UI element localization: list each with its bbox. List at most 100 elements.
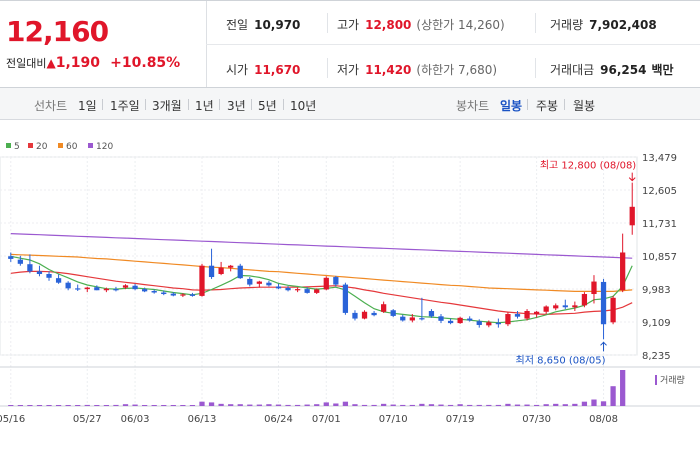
volume-bar: [314, 404, 320, 406]
candle-body: [428, 311, 435, 317]
candle-body: [237, 265, 243, 279]
ma120-line: [10, 233, 633, 259]
volume-bar: [27, 405, 33, 406]
candle-body: [371, 312, 377, 316]
amount-unit: 백만: [651, 63, 674, 77]
change-amount: 1,190: [55, 55, 101, 71]
candle-body: [170, 293, 176, 296]
prev-close-value: 10,970: [254, 18, 301, 32]
candle-body: [514, 314, 521, 317]
candle-body: [553, 305, 559, 309]
candle-body: [629, 206, 635, 226]
divider: [219, 99, 220, 110]
line-chart-label: 선차트: [34, 99, 68, 113]
y-tick-label: 12,605: [642, 186, 677, 197]
candle-body: [151, 291, 157, 293]
volume-bar: [514, 404, 521, 406]
ma60-line: [10, 253, 633, 292]
amount-label: 거래대금: [550, 63, 595, 77]
lower-limit: (하한가 7,680): [416, 63, 498, 77]
volume-legend-label: 거래량: [660, 374, 685, 386]
y-tick-label: 10,857: [642, 252, 677, 263]
candle-body: [218, 267, 224, 275]
y-tick-label: 13,479: [642, 153, 677, 164]
candle-body: [266, 282, 272, 286]
divider: [535, 58, 536, 78]
ma20-line: [10, 270, 633, 316]
volume-bar: [141, 405, 148, 406]
legend-swatch-20: [28, 143, 33, 148]
x-tick-label: 06/13: [188, 414, 217, 425]
candle-body: [103, 288, 110, 291]
volume-bar: [103, 405, 110, 406]
high-arrow-icon: [628, 172, 636, 182]
volume-bar: [323, 402, 329, 406]
volume-bar: [581, 401, 588, 406]
day-low: 저가 11,420 (하한가 7,680): [337, 61, 497, 78]
candle-body: [381, 304, 387, 312]
divider: [188, 99, 189, 110]
volume-value: 7,902,408: [589, 18, 657, 32]
volume-bar: [8, 405, 14, 406]
candle-body: [505, 314, 511, 325]
volume-stat: 거래량 7,902,408: [550, 16, 657, 33]
candle-body: [294, 289, 301, 291]
candle-body: [591, 281, 597, 295]
candle-body: [228, 265, 234, 268]
candle-body: [94, 287, 100, 291]
candle-body: [189, 294, 196, 296]
divider: [251, 99, 252, 110]
tab-monthly[interactable]: 월봉: [573, 99, 596, 113]
candle-body: [46, 274, 52, 278]
tab-1w[interactable]: 1주일: [110, 99, 140, 113]
candlestick-chart: 5 20 60 120 13,479 12,605 11,731 10,857 9,983 9,1…: [0, 142, 700, 425]
x-tick-label: 06/03: [121, 414, 150, 425]
candle-chart-label: 봉차트: [456, 99, 490, 113]
tab-1d[interactable]: 1일: [78, 99, 97, 113]
price-change: 전일대비▲1,190 +10.85%: [6, 55, 180, 71]
tab-3y[interactable]: 3년: [227, 99, 246, 113]
volume-bar: [218, 403, 224, 406]
candle-body: [285, 287, 291, 291]
tab-3m[interactable]: 3개월: [152, 99, 182, 113]
candle-body: [141, 289, 148, 292]
candle-body: [55, 278, 62, 283]
candle-body: [333, 277, 339, 285]
volume-bar: [65, 405, 71, 406]
volume-bar: [447, 404, 454, 406]
volume-bar: [228, 404, 234, 406]
tab-10y[interactable]: 10년: [290, 99, 317, 113]
day-high: 고가 12,800 (상한가 14,260): [337, 16, 505, 33]
legend-label-20: 20: [36, 142, 48, 152]
tab-1y[interactable]: 1년: [195, 99, 214, 113]
candle-body: [180, 294, 186, 296]
volume-bar: [533, 404, 540, 406]
candle-body: [495, 322, 502, 325]
candle-body: [161, 292, 167, 295]
divider: [564, 99, 565, 110]
volume-bar: [467, 404, 473, 406]
candle-body: [447, 320, 454, 324]
volume-bar: [36, 405, 43, 406]
candle-body: [132, 285, 138, 290]
candle-body: [342, 284, 349, 313]
price-summary: 12,160 전일대비▲1,190 +10.85%: [0, 1, 207, 87]
low-label: 저가: [337, 63, 360, 77]
tab-daily[interactable]: 일봉: [500, 99, 523, 113]
volume-bar: [161, 405, 167, 406]
quote-panel: 12,160 전일대비▲1,190 +10.85% 전일 10,970 고가 12,…: [0, 0, 700, 88]
volume-bar: [476, 404, 482, 406]
chart-area: 5 20 60 120 13,479 12,605 11,731 10,857 9,983 9,1…: [0, 120, 700, 450]
volume-bar: [428, 404, 435, 406]
volume-bar: [266, 404, 272, 406]
volume-bar: [543, 404, 549, 406]
up-arrow-icon: ▲: [46, 56, 56, 70]
legend-swatch-5: [6, 143, 11, 148]
volume-bar: [17, 405, 23, 406]
volume-bar: [113, 404, 119, 406]
volume-bar: [409, 404, 415, 406]
tab-5y[interactable]: 5년: [258, 99, 277, 113]
tab-weekly[interactable]: 주봉: [536, 99, 559, 113]
candle-body: [533, 311, 540, 315]
